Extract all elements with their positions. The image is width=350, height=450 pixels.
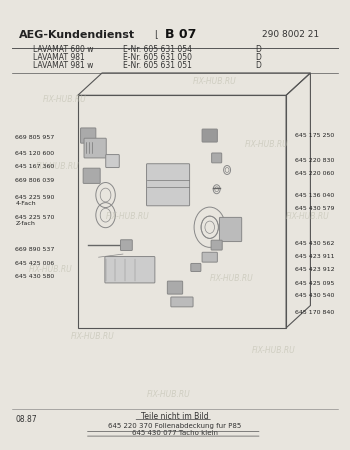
FancyBboxPatch shape (219, 217, 241, 242)
Text: 645 136 040: 645 136 040 (295, 194, 335, 198)
Text: E-Nr. 605 631 050: E-Nr. 605 631 050 (123, 53, 192, 62)
Text: 290 8002 21: 290 8002 21 (262, 31, 319, 40)
Text: 645 430 562: 645 430 562 (295, 241, 335, 246)
Text: B 07: B 07 (164, 28, 196, 41)
Text: 645 167 360: 645 167 360 (15, 164, 55, 169)
Text: E-Nr. 605 631 051: E-Nr. 605 631 051 (123, 61, 192, 70)
Text: 669 890 537: 669 890 537 (15, 247, 55, 252)
Text: D: D (255, 45, 261, 54)
Text: 645 220 060: 645 220 060 (295, 171, 335, 176)
Text: FIX-HUB.RU: FIX-HUB.RU (106, 212, 149, 220)
FancyBboxPatch shape (202, 252, 217, 262)
Text: FIX-HUB.RU: FIX-HUB.RU (251, 346, 295, 355)
Text: FIX-HUB.RU: FIX-HUB.RU (210, 274, 253, 283)
Text: 645 430 077 Tacho klein: 645 430 077 Tacho klein (132, 430, 218, 436)
Text: LAVAMAT 680 w: LAVAMAT 680 w (33, 45, 93, 54)
Text: 669 806 039: 669 806 039 (15, 178, 55, 183)
FancyBboxPatch shape (80, 128, 96, 143)
Text: FIX-HUB.RU: FIX-HUB.RU (36, 162, 80, 171)
Text: 08.87: 08.87 (15, 415, 37, 424)
Text: LAVAMAT 981: LAVAMAT 981 (33, 53, 84, 62)
Text: FIX-HUB.RU: FIX-HUB.RU (244, 140, 288, 149)
Text: 645 425 006: 645 425 006 (15, 261, 55, 265)
Text: FIX-HUB.RU: FIX-HUB.RU (71, 332, 114, 341)
Text: FIX-HUB.RU: FIX-HUB.RU (286, 212, 330, 220)
FancyBboxPatch shape (191, 263, 201, 271)
Text: 645 220 830: 645 220 830 (295, 158, 335, 162)
Text: 645 430 579: 645 430 579 (295, 206, 335, 211)
Text: 645 423 911: 645 423 911 (295, 254, 335, 259)
FancyBboxPatch shape (167, 281, 183, 294)
Text: 645 430 540: 645 430 540 (295, 293, 335, 298)
Text: $\lfloor$: $\lfloor$ (154, 28, 159, 41)
Text: D: D (255, 53, 261, 62)
FancyBboxPatch shape (171, 297, 193, 307)
FancyBboxPatch shape (105, 256, 155, 283)
Text: FIX-HUB.RU: FIX-HUB.RU (147, 391, 191, 400)
FancyBboxPatch shape (106, 154, 119, 167)
FancyBboxPatch shape (202, 129, 217, 142)
Text: 669 805 957: 669 805 957 (15, 135, 55, 140)
Text: 645 425 095: 645 425 095 (295, 281, 335, 286)
Text: 645 175 250: 645 175 250 (295, 133, 335, 138)
FancyBboxPatch shape (212, 153, 222, 163)
Text: FIX-HUB.RU: FIX-HUB.RU (193, 77, 236, 86)
Text: 645 120 600: 645 120 600 (15, 151, 54, 156)
Text: FIX-HUB.RU: FIX-HUB.RU (43, 95, 87, 104)
FancyBboxPatch shape (84, 138, 106, 158)
FancyBboxPatch shape (120, 240, 132, 251)
Text: 645 430 580: 645 430 580 (15, 274, 55, 279)
FancyBboxPatch shape (211, 240, 222, 250)
Text: AEG-Kundendienst: AEG-Kundendienst (19, 30, 135, 40)
Text: 645 423 912: 645 423 912 (295, 267, 335, 272)
Text: E-Nr. 605 631 054: E-Nr. 605 631 054 (123, 45, 192, 54)
Text: FIX-HUB.RU: FIX-HUB.RU (29, 265, 73, 274)
Text: 645 170 840: 645 170 840 (295, 310, 335, 315)
Text: 645 225 570
Z-fach: 645 225 570 Z-fach (15, 215, 55, 226)
Text: 645 225 590
4-Fach: 645 225 590 4-Fach (15, 195, 55, 206)
FancyBboxPatch shape (147, 164, 190, 206)
Text: Teile nicht im Bild: Teile nicht im Bild (141, 412, 209, 421)
FancyBboxPatch shape (83, 168, 100, 184)
Text: LAVAMAT 981 w: LAVAMAT 981 w (33, 61, 93, 70)
Text: 645 220 370 Folienabdeckung fur P85: 645 220 370 Folienabdeckung fur P85 (108, 423, 241, 429)
Text: D: D (255, 61, 261, 70)
